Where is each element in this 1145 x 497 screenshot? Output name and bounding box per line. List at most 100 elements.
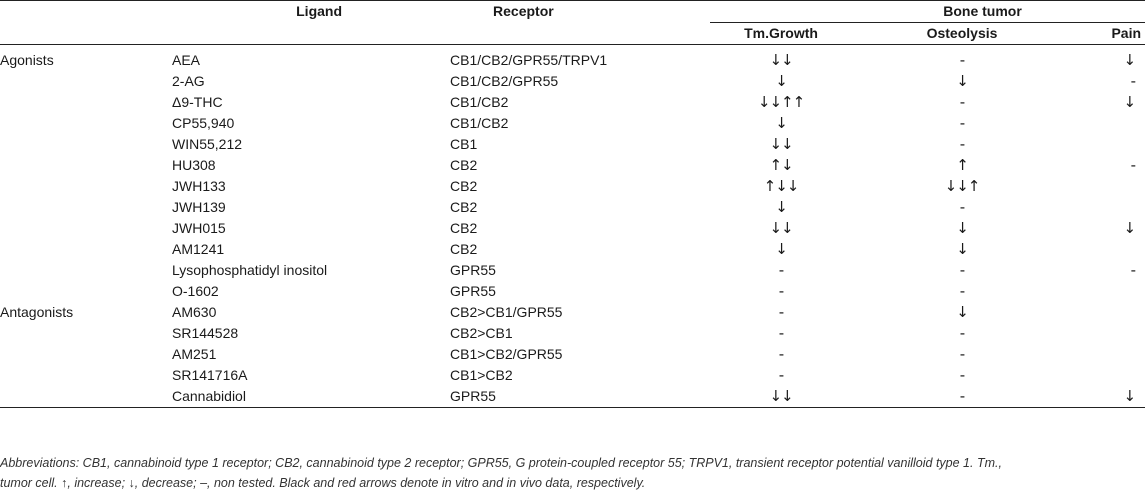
footnote-line-2: tumor cell. ↑, increase; ↓, decrease; –,… [0, 476, 646, 490]
row-pain: ↓ [1123, 93, 1136, 111]
row-pain [1072, 197, 1145, 218]
row-osteolysis: ↓ [956, 72, 969, 90]
row-pain [1072, 323, 1145, 344]
row-category [0, 239, 172, 260]
row-growth: ↓ [775, 114, 788, 132]
row-receptor: GPR55 [450, 388, 496, 404]
table-row: Lysophosphatidyl inositol GPR55 - - - [0, 260, 1145, 281]
row-receptor: CB2 [450, 157, 478, 173]
row-growth: ↓↓ [769, 135, 793, 153]
row-osteolysis: - [959, 366, 965, 384]
row-category: Agonists [0, 52, 54, 68]
row-category [0, 113, 172, 134]
row-ligand: AEA [172, 52, 201, 68]
row-osteolysis: ↓ [956, 219, 969, 237]
row-growth: - [778, 303, 784, 321]
row-growth: ↓ [775, 240, 788, 258]
cannabinoid-ligand-table: Ligand Receptor Bone tumor Tm.Growth Ost… [0, 0, 1145, 416]
row-pain [1072, 176, 1145, 197]
row-growth: ↓↓ [769, 387, 793, 405]
row-ligand: CP55,940 [172, 115, 235, 131]
row-category [0, 92, 172, 113]
row-pain: - [1130, 72, 1136, 90]
header-bone-tumor: Bone tumor [710, 0, 1145, 23]
row-ligand: JWH139 [172, 199, 226, 215]
row-pain: ↓ [1123, 51, 1136, 69]
table-row: Δ9-THC CB1/CB2 ↓↓↑↑ - ↓ [0, 92, 1145, 113]
row-osteolysis: - [959, 51, 965, 69]
row-growth: ↓↓ [769, 51, 793, 69]
row-osteolysis: - [959, 387, 965, 405]
row-ligand: Cannabidiol [172, 388, 246, 404]
table-footnote: Abbreviations: CB1, cannabinoid type 1 r… [0, 453, 1145, 493]
row-osteolysis: - [959, 114, 965, 132]
row-category [0, 344, 172, 365]
row-pain: ↓ [1123, 219, 1136, 237]
footnote-line-1: Abbreviations: CB1, cannabinoid type 1 r… [0, 456, 1002, 470]
table-row: Antagonists AM630 CB2>CB1/GPR55 - ↓ [0, 302, 1145, 323]
row-pain [1072, 134, 1145, 155]
row-ligand: WIN55,212 [172, 136, 243, 152]
header-pain: Pain [1072, 22, 1145, 45]
row-ligand: O-1602 [172, 283, 219, 299]
row-receptor: CB2 [450, 220, 478, 236]
table-row: Cannabidiol GPR55 ↓↓ - ↓ [0, 386, 1145, 408]
row-pain: - [1130, 156, 1136, 174]
row-receptor: CB1 [450, 136, 478, 152]
row-receptor: CB1/CB2/GPR55 [450, 73, 559, 89]
header-ligand: Ligand [0, 0, 451, 23]
table-row: HU308 CB2 ↑↓ ↑ - [0, 155, 1145, 176]
table-body: Agonists AEA CB1/CB2/GPR55/TRPV1 ↓↓ - ↓ 2-AG CB… [0, 45, 1145, 408]
table-row: AM1241 CB2 ↓ ↓ [0, 239, 1145, 260]
row-ligand: HU308 [172, 157, 216, 173]
row-category [0, 71, 172, 92]
row-pain: - [1130, 261, 1136, 279]
row-pain [1072, 344, 1145, 365]
row-osteolysis: ↑ [956, 156, 969, 174]
row-growth: - [778, 261, 784, 279]
row-osteolysis: - [959, 198, 965, 216]
row-ligand: 2-AG [172, 73, 205, 89]
row-receptor: CB2 [450, 178, 478, 194]
row-category [0, 155, 172, 176]
header-growth: Tm.Growth [710, 22, 853, 45]
row-receptor: CB1/CB2 [450, 94, 509, 110]
row-pain [1072, 365, 1145, 386]
row-growth: ↑↓↓ [763, 177, 800, 195]
row-receptor: CB1>CB2/GPR55 [450, 346, 563, 362]
row-receptor: GPR55 [450, 262, 496, 278]
row-ligand: AM630 [172, 304, 217, 320]
row-ligand: SR144528 [172, 325, 239, 341]
table-row: AM251 CB1>CB2/GPR55 - - [0, 344, 1145, 365]
row-category [0, 197, 172, 218]
row-category [0, 323, 172, 344]
row-category [0, 281, 172, 302]
row-osteolysis: - [959, 261, 965, 279]
row-growth: - [778, 324, 784, 342]
row-ligand: JWH133 [172, 178, 226, 194]
table-row: 2-AG CB1/CB2/GPR55 ↓ ↓ - [0, 71, 1145, 92]
row-receptor: CB2 [450, 241, 478, 257]
row-pain [1072, 239, 1145, 260]
table-row: Agonists AEA CB1/CB2/GPR55/TRPV1 ↓↓ - ↓ [0, 45, 1145, 72]
row-pain: ↓ [1123, 387, 1136, 405]
row-osteolysis: ↓ [956, 240, 969, 258]
table-row: JWH139 CB2 ↓ - [0, 197, 1145, 218]
row-osteolysis: - [959, 324, 965, 342]
row-receptor: GPR55 [450, 283, 496, 299]
row-receptor: CB2 [450, 199, 478, 215]
row-growth: - [778, 366, 784, 384]
header-osteolysis: Osteolysis [852, 22, 1073, 45]
row-category: Antagonists [0, 304, 74, 320]
table-row: CP55,940 CB1/CB2 ↓ - [0, 113, 1145, 134]
row-ligand: AM1241 [172, 241, 225, 257]
row-growth: ↓↓↑↑ [757, 93, 805, 111]
table-row: JWH015 CB2 ↓↓ ↓ ↓ [0, 218, 1145, 239]
row-category [0, 260, 172, 281]
row-pain [1072, 302, 1145, 323]
row-osteolysis: - [959, 93, 965, 111]
table-row: O-1602 GPR55 - - [0, 281, 1145, 302]
row-pain [1072, 281, 1145, 302]
table-row: WIN55,212 CB1 ↓↓ - [0, 134, 1145, 155]
row-ligand: Δ9-THC [172, 94, 223, 110]
